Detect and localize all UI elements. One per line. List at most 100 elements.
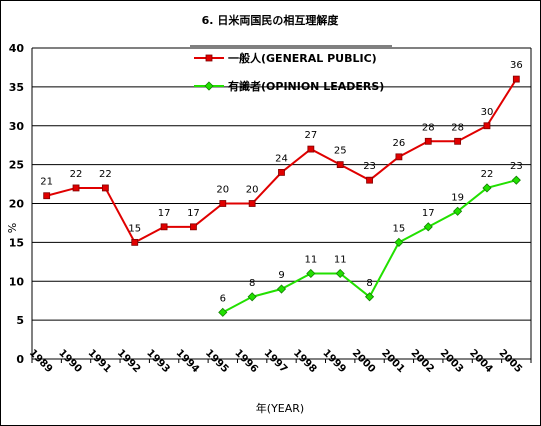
- y-tick-label: 35: [9, 81, 24, 94]
- data-point: [336, 161, 344, 169]
- legend-entry-1: 一般人(GENERAL PUBLIC): [194, 51, 377, 65]
- y-tick-label: 25: [9, 159, 24, 172]
- data-label: 19: [451, 192, 464, 203]
- data-label: 28: [451, 122, 464, 133]
- legend-marker: [204, 81, 214, 91]
- data-label: 9: [278, 270, 284, 281]
- data-point: [511, 175, 521, 185]
- data-point: [512, 75, 520, 83]
- data-point: [276, 284, 287, 294]
- axes: [31, 48, 532, 363]
- legend-label: 有識者(OPINION LEADERS): [228, 79, 384, 93]
- y-tick-label: 30: [9, 120, 25, 133]
- data-label: 22: [99, 169, 112, 180]
- data-point: [483, 122, 491, 130]
- data-label: 30: [481, 107, 494, 118]
- data-label: 21: [40, 177, 53, 188]
- y-tick-label: 10: [9, 275, 25, 288]
- x-tick-label: 2005: [497, 348, 524, 375]
- x-tick-labels: 1989 1990 1991 1992 1993 1994 1995 1996 1997 1998…: [27, 348, 524, 375]
- data-point: [219, 200, 227, 207]
- data-point: [394, 237, 404, 247]
- data-label: 22: [481, 169, 494, 180]
- data-point: [453, 206, 463, 216]
- data-point: [482, 183, 492, 193]
- data-label: 6: [220, 293, 226, 304]
- data-point: [160, 223, 168, 231]
- data-label: 17: [187, 208, 200, 219]
- data-label: 8: [249, 278, 255, 289]
- data-point: [366, 176, 373, 184]
- data-label: 11: [304, 254, 317, 265]
- series-layer: 21 22 22 15 17 17 20 20 24 27 25 23 26 28 28 30 36 6 8 9 11 1…: [40, 60, 523, 317]
- data-point: [101, 184, 109, 192]
- legend-marker: [205, 54, 213, 62]
- data-point: [131, 238, 139, 246]
- y-axis-label: %: [6, 223, 19, 233]
- data-point: [72, 184, 80, 192]
- x-tick-label: 1998: [291, 348, 318, 375]
- data-label: 20: [216, 185, 229, 196]
- data-point: [335, 268, 345, 279]
- x-tick-label: 1999: [320, 348, 347, 375]
- data-point: [248, 200, 256, 207]
- data-label: 15: [393, 223, 406, 234]
- data-label: 28: [422, 122, 435, 133]
- data-label: 20: [246, 185, 259, 196]
- x-axis-label: 年(YEAR): [256, 401, 304, 415]
- gridlines: [32, 47, 531, 321]
- data-label: 15: [128, 223, 141, 234]
- x-tick-label: 2003: [438, 348, 465, 375]
- x-tick-label: 1989: [27, 348, 54, 375]
- y-tick-label: 15: [9, 236, 24, 249]
- data-point: [306, 268, 316, 279]
- data-label: 17: [422, 208, 435, 219]
- data-point: [278, 168, 285, 176]
- y-tick-labels: 0 5 10 15 20 25 30 35 40: [9, 42, 25, 366]
- x-tick-label: 2002: [408, 348, 435, 375]
- x-tick-label: 1991: [86, 348, 113, 375]
- x-tick-label: 1997: [262, 348, 289, 375]
- data-point: [364, 292, 375, 302]
- data-point: [395, 153, 403, 161]
- x-tick-label: 1994: [174, 348, 201, 375]
- chart-title: 6. 日米両国民の相互理解度: [202, 13, 340, 27]
- data-label: 26: [393, 138, 406, 149]
- data-point: [218, 307, 228, 317]
- legend-label: 一般人(GENERAL PUBLIC): [228, 51, 377, 65]
- y-tick-label: 0: [16, 353, 24, 366]
- x-tick-label: 1990: [56, 348, 83, 375]
- data-point: [307, 145, 315, 153]
- data-point: [247, 292, 257, 302]
- legend-entry-2: 有識者(OPINION LEADERS): [194, 79, 384, 93]
- series-2: 6 8 9 11 11 8 15 17 19 22 23: [218, 161, 523, 317]
- x-tick-label: 1992: [115, 348, 142, 375]
- x-tick-label: 2001: [379, 348, 406, 375]
- y-tick-label: 40: [9, 42, 25, 55]
- x-tick-label: 2000: [350, 348, 377, 375]
- x-tick-label: 1993: [144, 348, 171, 375]
- y-tick-label: 20: [9, 198, 25, 211]
- legend: 一般人(GENERAL PUBLIC) 有識者(OPINION LEADERS): [190, 45, 392, 93]
- x-tick-label: 1995: [203, 348, 230, 375]
- data-label: 27: [304, 130, 317, 141]
- data-point: [43, 192, 51, 200]
- data-label: 36: [510, 60, 523, 71]
- data-point: [454, 137, 462, 145]
- data-label: 17: [158, 208, 171, 219]
- data-point: [423, 222, 433, 232]
- data-label: 8: [366, 278, 372, 289]
- data-label: 11: [334, 254, 347, 265]
- x-tick-label: 1996: [232, 348, 259, 375]
- data-label: 22: [70, 169, 83, 180]
- series-1: 21 22 22 15 17 17 20 20 24 27 25 23 26 28 28 30 36: [40, 60, 523, 246]
- data-point: [424, 137, 432, 145]
- data-label: 25: [334, 146, 347, 157]
- data-label: 23: [510, 161, 523, 172]
- data-point: [190, 223, 197, 231]
- data-label: 24: [275, 153, 288, 164]
- x-tick-label: 2004: [467, 348, 494, 375]
- data-label: 23: [363, 161, 376, 172]
